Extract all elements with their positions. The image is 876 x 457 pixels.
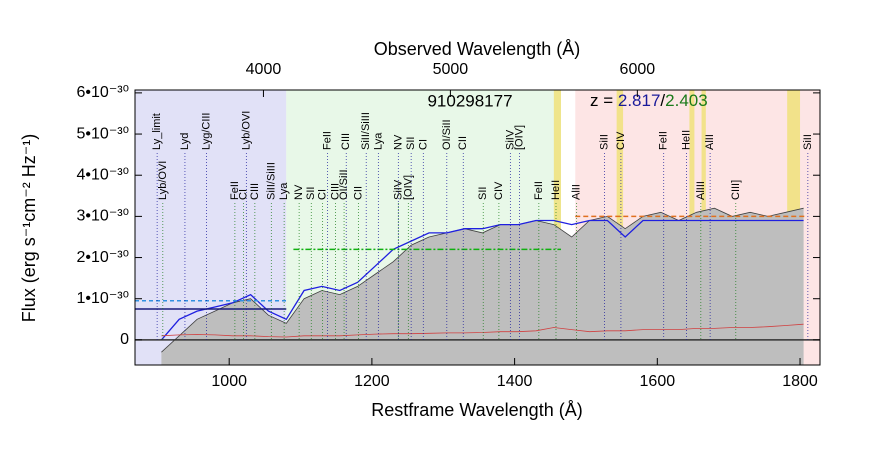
y-tick-label: 3•10⁻³⁰ [77, 208, 129, 225]
line-label: AlII [704, 134, 716, 150]
line-label: SiII/SiIII [265, 162, 277, 200]
chart-title: 910298177 [427, 91, 512, 110]
x-tick-label: 1000 [211, 373, 247, 390]
x-tick-label: 1800 [782, 373, 818, 390]
line-label: AlIII [695, 181, 707, 200]
line-label: CIII [330, 183, 342, 200]
line-label: SiII [802, 134, 814, 150]
x2-tick-label: 4000 [246, 61, 282, 78]
line-label: FeII [322, 131, 334, 150]
plot-frame [134, 89, 821, 366]
y-tick-label: 4•10⁻³⁰ [77, 166, 129, 183]
plot-area: Ly_limit Lyd Lyg/CIII Lyb/OVI FeII CIII SiII/S… [135, 90, 820, 365]
line-label: NV [293, 184, 305, 200]
x-tick-label: 1600 [640, 373, 676, 390]
line-label: Lyb/OVI [157, 161, 169, 200]
x2-axis-label: Observed Wavelength (Å) [374, 39, 580, 59]
line-label: SiII/SiIII [360, 112, 372, 150]
line-label: SII [477, 187, 489, 200]
x-tick-label: 1400 [497, 373, 533, 390]
line-label: NV [392, 134, 404, 150]
line-label: OI/SiII [338, 169, 350, 200]
line-label: [OIV] [514, 125, 526, 150]
line-label: Lyg/CIII [200, 113, 212, 151]
line-label: [OIV] [402, 175, 414, 200]
y-tick-label: 2•10⁻³⁰ [77, 249, 129, 266]
x2-tick-label: 6000 [620, 61, 656, 78]
line-label: Lyb/OVI [240, 111, 252, 150]
line-label: Ly_limit [151, 113, 163, 150]
line-label: CIII [340, 133, 352, 150]
line-label: HeII [550, 180, 562, 200]
y-tick-label: 1•10⁻³⁰ [77, 290, 129, 307]
line-label: CI [237, 189, 249, 200]
line-label: AlII [571, 184, 583, 200]
line-label: CII [457, 136, 469, 150]
x-axis-label: Restframe Wavelength (Å) [371, 400, 582, 420]
line-label: CII [352, 186, 364, 200]
line-label: OI/SiII [441, 119, 453, 150]
y-tick-label: 0 [120, 331, 129, 348]
y-tick-label: 6•10⁻³⁰ [77, 84, 129, 101]
line-label: SII [305, 187, 317, 200]
line-label: CIV [493, 181, 505, 200]
redshift-prefix: z = [590, 91, 618, 110]
line-label: Lya [278, 182, 290, 200]
line-label: HeII [681, 130, 693, 150]
line-label: CIII [249, 183, 261, 200]
line-label: CIV [615, 131, 627, 150]
line-label: CI [317, 189, 329, 200]
series-line [161, 323, 804, 338]
line-label: SiIV [504, 129, 516, 150]
x-tick-label: 1200 [354, 373, 390, 390]
redshift-2: 2.403 [665, 91, 708, 110]
redshift-label: z = 2.817/2.403 [590, 91, 708, 110]
line-label: SiII [599, 134, 611, 150]
line-label: FeII [533, 181, 545, 200]
y-axis-label: Flux (erg s⁻¹cm⁻² Hz⁻¹) [19, 134, 39, 323]
y-tick-label: 5•10⁻³⁰ [77, 125, 129, 142]
redshift-1: 2.817 [618, 91, 661, 110]
line-label: Lya [372, 132, 384, 150]
line-label: FeII [229, 181, 241, 200]
line-label: Lyd [179, 133, 191, 150]
x2-tick-label: 5000 [433, 61, 469, 78]
line-label: SiIV [392, 179, 404, 200]
series-line [161, 207, 804, 353]
flux-area [161, 208, 804, 365]
series-line [160, 219, 804, 341]
line-label: CIII] [730, 180, 742, 200]
line-label: CI [417, 139, 429, 150]
line-label: FeII [658, 131, 670, 150]
line-label: SII [405, 137, 417, 150]
redshift-separator: / [660, 91, 665, 110]
